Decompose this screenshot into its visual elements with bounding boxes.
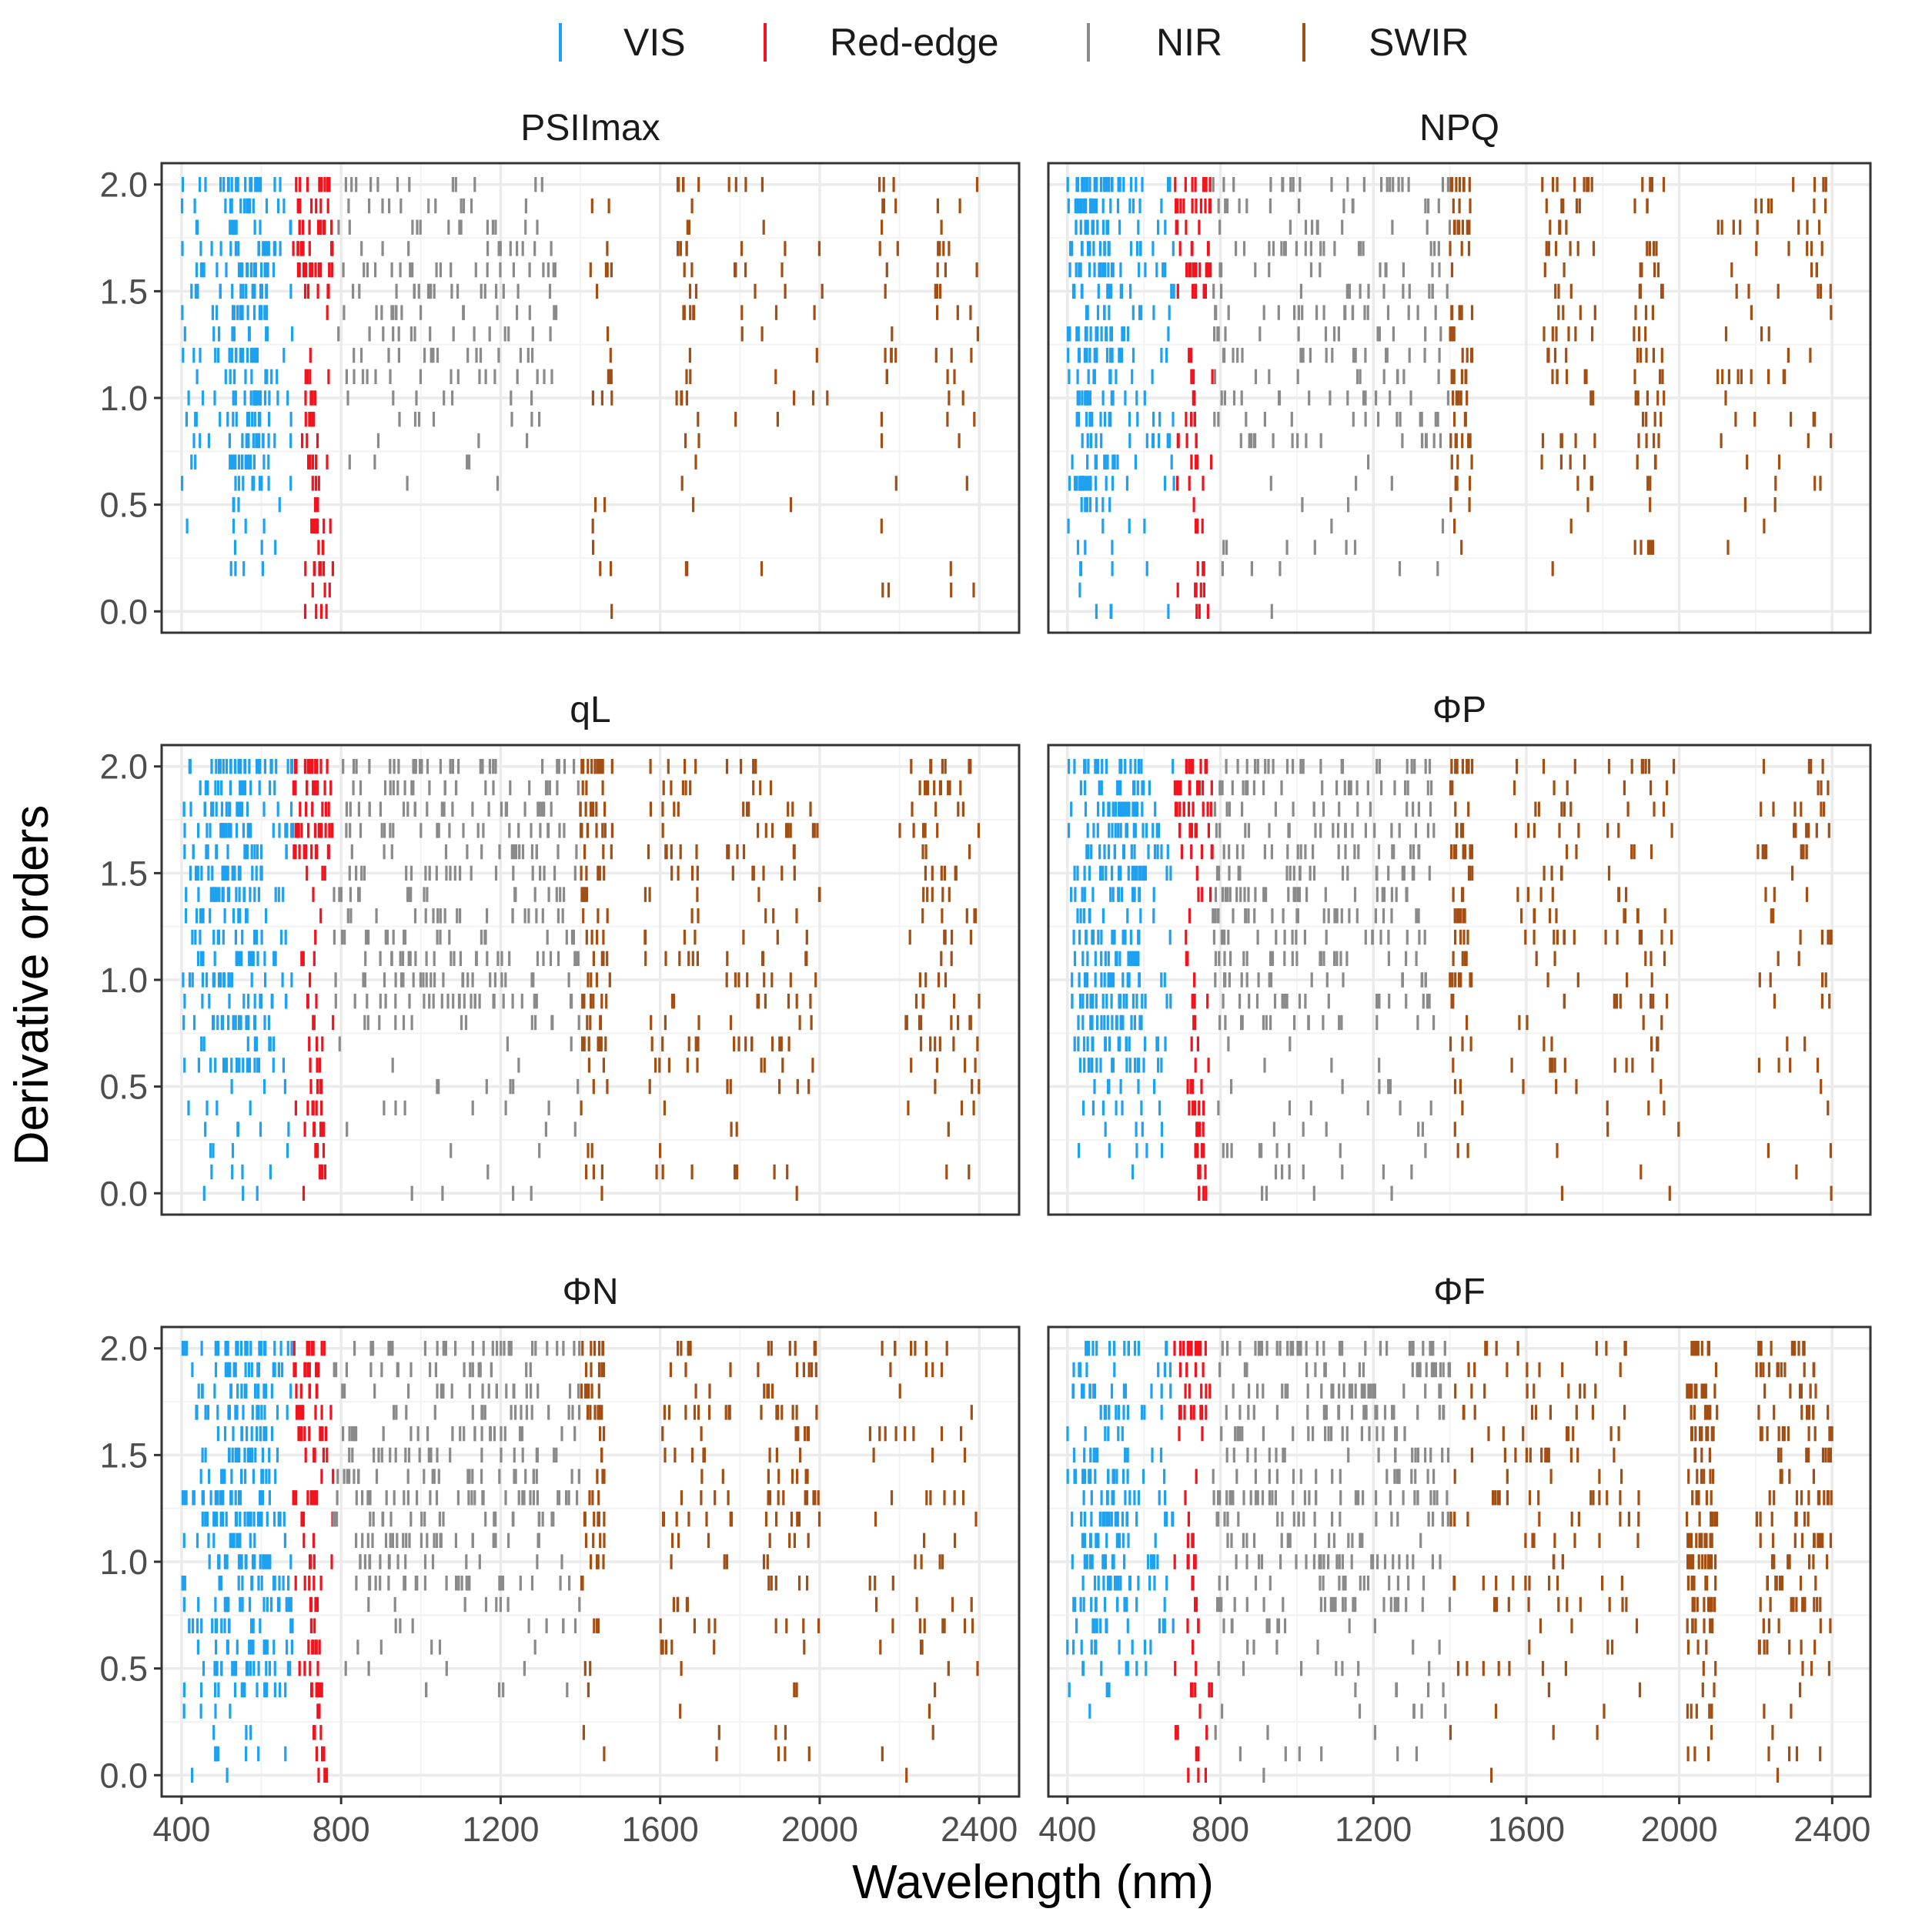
x-tick-label: 400 [152,1810,210,1849]
panel-title: ΦP [1432,690,1486,730]
panel-2: NPQ [1047,108,1872,634]
y-tick-label: 2.0 [99,165,148,205]
legend-label-nir: NIR [1156,21,1222,64]
legend-label-red-edge: Red-edge [830,21,999,64]
y-tick-label: 0.5 [99,1650,148,1689]
panel-5: ΦN 0.0 0.5 1.0 1.5 2.0 400 800 1200 1600 2000 2400 [99,1272,1021,1849]
x-axis: 400 800 1200 1600 2000 2400 [152,1797,1018,1849]
panel-title: ΦN [563,1272,619,1312]
data-segments [182,759,981,1201]
x-tick-label: 800 [313,1810,370,1849]
legend-label-vis: VIS [623,21,686,64]
y-tick-label: 0.0 [99,1756,148,1795]
data-segments [1067,759,1833,1201]
panel-3: qL 0.0 0.5 1.0 1.5 2.0 [99,690,1021,1216]
legend: VIS Red-edge NIR SWIR [559,21,1469,64]
panels: PSIImax 0.0 0.5 1.0 1.5 2.0 NPQ qL 0.0 0.5 1.0 1.5 2… [99,108,1872,1849]
y-tick-label: 1.5 [99,854,148,893]
y-tick-label: 0.0 [99,592,148,631]
y-tick-label: 1.0 [99,1543,148,1582]
y-axis: 0.0 0.5 1.0 1.5 2.0 [99,747,162,1213]
y-tick-label: 0.0 [99,1174,148,1213]
data-segments [1066,177,1833,619]
y-tick-label: 0.5 [99,486,148,525]
y-tick-label: 2.0 [99,1329,148,1369]
data-segments [1066,1341,1833,1783]
data-segments [181,1341,979,1783]
panel-frame [1047,162,1872,634]
panel-title: NPQ [1419,108,1499,149]
y-axis: 0.0 0.5 1.0 1.5 2.0 [99,1329,162,1795]
x-tick-label: 2400 [941,1810,1018,1849]
y-tick-label: 1.5 [99,1436,148,1475]
gridlines [1048,1327,1870,1797]
x-tick-label: 1600 [622,1810,699,1849]
y-tick-label: 1.0 [99,379,148,418]
panel-1: PSIImax 0.0 0.5 1.0 1.5 2.0 [99,108,1021,634]
y-tick-label: 0.5 [99,1068,148,1107]
y-tick-label: 1.5 [99,272,148,311]
y-axis: 0.0 0.5 1.0 1.5 2.0 [99,165,162,631]
y-tick-label: 2.0 [99,747,148,787]
panel-4: ΦP [1047,690,1872,1216]
y-tick-label: 1.0 [99,961,148,1000]
panel-title: PSIImax [520,108,660,149]
data-segments [181,177,980,619]
panel-frame [1047,744,1872,1216]
legend-label-swir: SWIR [1369,21,1469,64]
gridlines [162,163,1019,633]
x-tick-label: 1200 [462,1810,539,1849]
x-tick-label: 2000 [781,1810,858,1849]
panel-title: ΦF [1433,1272,1486,1312]
gridlines [162,745,1019,1215]
panel-title: qL [570,690,610,730]
